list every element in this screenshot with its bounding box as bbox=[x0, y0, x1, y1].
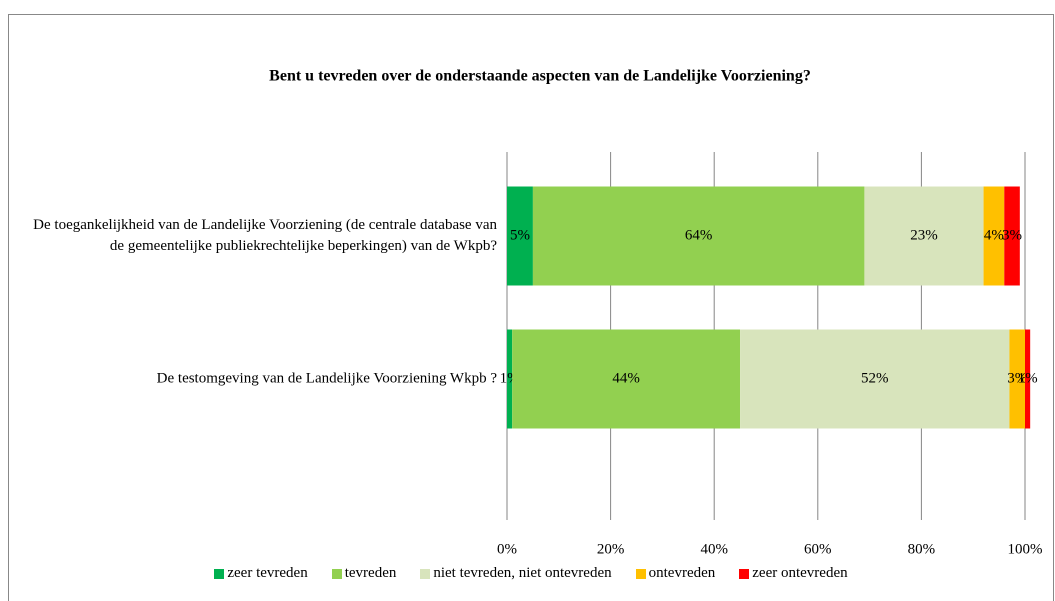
data-label: 64% bbox=[685, 227, 713, 243]
data-label: 52% bbox=[861, 370, 889, 386]
x-tick-label: 20% bbox=[597, 541, 625, 557]
legend-label: zeer ontevreden bbox=[752, 565, 848, 581]
y-tick-label: De toegankelijkheid van de Landelijke Vo… bbox=[33, 217, 497, 254]
data-label: 4% bbox=[984, 227, 1004, 243]
bar-segment bbox=[507, 329, 513, 429]
legend-item: zeer tevreden bbox=[214, 565, 308, 582]
legend-swatch bbox=[635, 568, 646, 579]
data-label: 3% bbox=[1007, 370, 1027, 386]
x-tick-label: 80% bbox=[908, 541, 936, 557]
bar-segment bbox=[740, 329, 1010, 429]
legend-item: niet tevreden, niet ontevreden bbox=[420, 565, 612, 582]
bar-segment bbox=[983, 186, 1005, 286]
data-label: 23% bbox=[910, 227, 938, 243]
chart-title: Bent u tevreden over de onderstaande asp… bbox=[269, 68, 811, 85]
x-tick-label: 60% bbox=[804, 541, 832, 557]
legend-item: tevreden bbox=[331, 565, 397, 582]
bar-segment bbox=[507, 186, 533, 286]
bar-segment bbox=[1009, 329, 1025, 429]
chart-frame bbox=[8, 14, 1054, 601]
data-label: 44% bbox=[612, 370, 640, 386]
legend-swatch bbox=[420, 568, 431, 579]
x-tick-label: 100% bbox=[1008, 541, 1043, 557]
legend-item: ontevreden bbox=[635, 565, 716, 582]
legend-swatch bbox=[214, 568, 225, 579]
legend-swatch bbox=[331, 568, 342, 579]
legend-label: ontevreden bbox=[648, 565, 716, 581]
legend-label: tevreden bbox=[344, 565, 397, 581]
y-tick-label: De testomgeving van de Landelijke Voorzi… bbox=[156, 370, 497, 387]
data-label: 1% bbox=[1018, 370, 1038, 386]
legend: zeer tevreden tevreden niet tevreden, niet… bbox=[8, 565, 1054, 582]
bar-segment bbox=[1004, 186, 1020, 286]
bar-segment bbox=[864, 186, 984, 286]
legend-swatch bbox=[739, 568, 750, 579]
bar-segment bbox=[512, 329, 741, 429]
legend-item: zeer ontevreden bbox=[739, 565, 848, 582]
data-label: 5% bbox=[510, 227, 530, 243]
bar-segment bbox=[1025, 329, 1031, 429]
legend-label: niet tevreden, niet ontevreden bbox=[433, 565, 612, 581]
x-tick-label: 40% bbox=[700, 541, 728, 557]
bar-segment bbox=[532, 186, 865, 286]
x-tick-label: 0% bbox=[497, 541, 517, 557]
data-label: 3% bbox=[1002, 227, 1022, 243]
legend-label: zeer tevreden bbox=[227, 565, 308, 581]
